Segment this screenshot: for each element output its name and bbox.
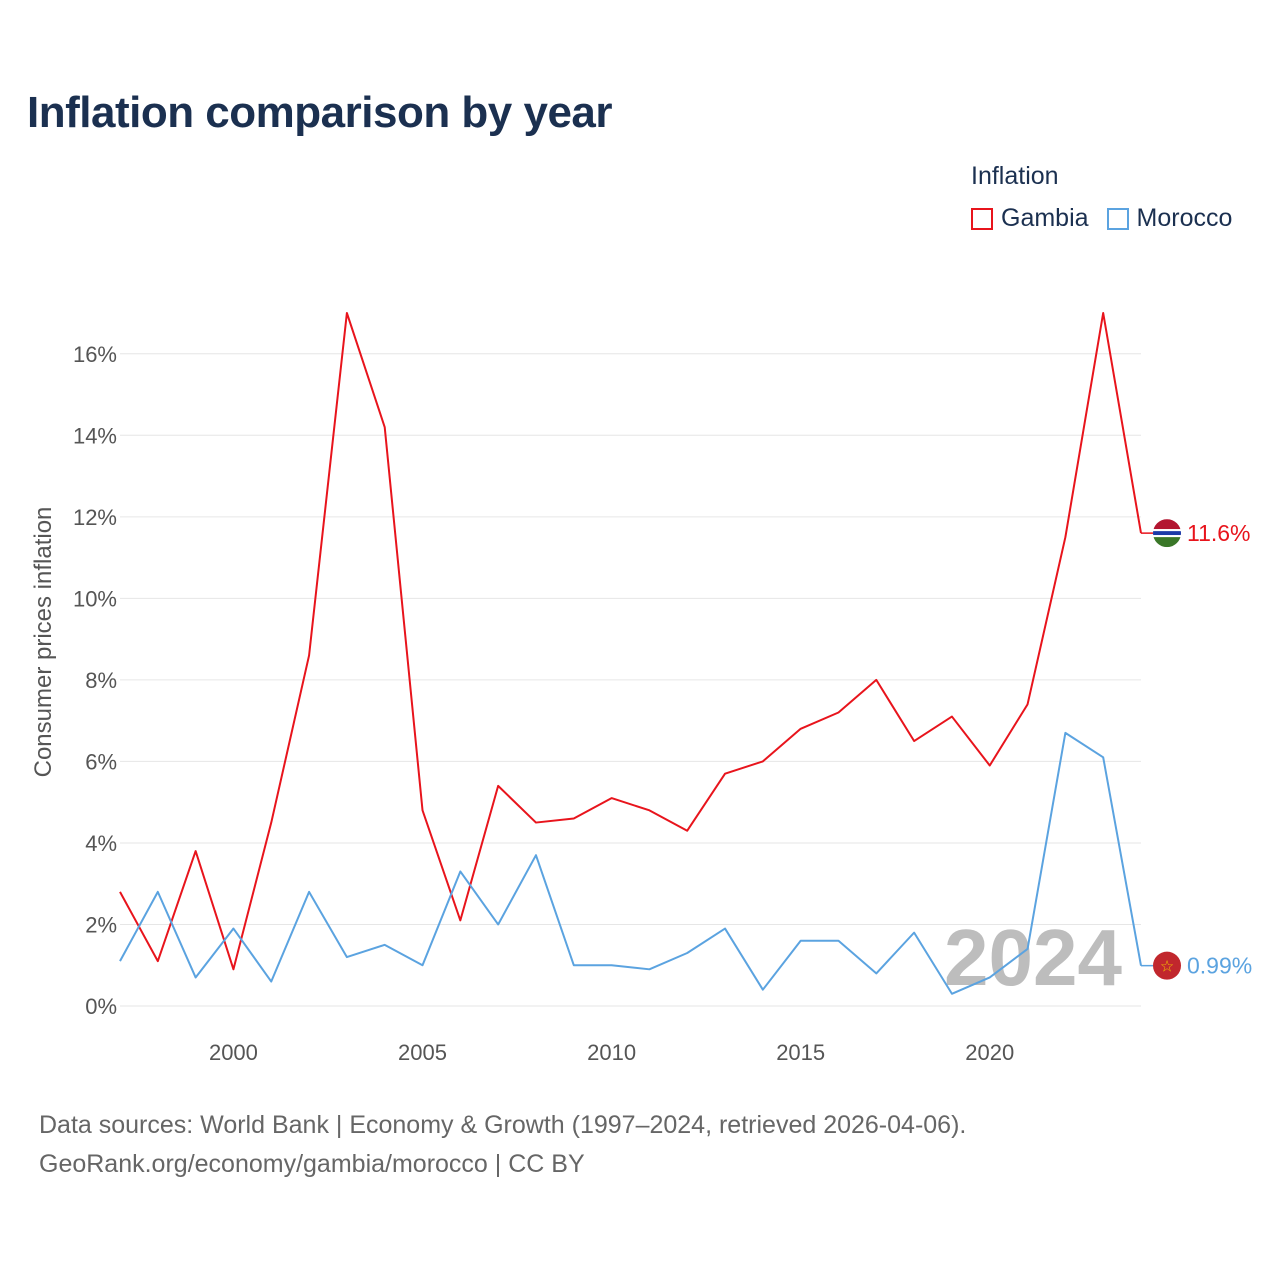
- footer-credit: GeoRank.org/economy/gambia/morocco | CC …: [39, 1150, 585, 1178]
- series-line-gambia[interactable]: [119, 312, 1142, 971]
- flag-morocco-icon: ☆: [1153, 951, 1181, 980]
- legend-swatch-morocco: [1106, 207, 1129, 230]
- y-axis-label: Consumer prices inflation: [30, 507, 57, 778]
- y-tick-label: 12%: [73, 505, 117, 530]
- x-tick-label: 2005: [398, 1040, 447, 1065]
- x-tick-label: 2000: [209, 1040, 258, 1065]
- current-year-watermark: 2024: [944, 913, 1122, 1002]
- footer: Data sources: World Bank | Economy & Gro…: [39, 1106, 966, 1184]
- y-tick-label: 6%: [85, 749, 117, 774]
- legend-title: Inflation: [971, 162, 1059, 190]
- chart-title: Inflation comparison by year: [27, 88, 613, 137]
- flag-gambia-icon: [1153, 519, 1181, 548]
- series-line-morocco[interactable]: [119, 731, 1142, 995]
- series-lines: [119, 312, 1142, 995]
- y-tick-label: 0%: [85, 994, 117, 1019]
- x-tick-label: 2020: [965, 1040, 1014, 1065]
- grid-lines: [120, 353, 1141, 1007]
- legend-label-morocco: Morocco: [1136, 204, 1233, 232]
- y-tick-label: 2%: [85, 912, 117, 937]
- y-tick-label: 10%: [73, 586, 117, 611]
- legend-item-morocco[interactable]: Morocco: [1106, 204, 1233, 233]
- y-tick-label: 4%: [85, 831, 117, 856]
- x-axis-ticks: 2000 2005 2010 2015 2020: [209, 1040, 1014, 1065]
- end-value-label-gambia: 11.6%: [1187, 520, 1251, 546]
- y-tick-label: 8%: [85, 668, 117, 693]
- x-tick-label: 2010: [587, 1040, 636, 1065]
- svg-text:☆: ☆: [1160, 957, 1174, 976]
- legend-item-gambia[interactable]: Gambia: [971, 204, 1089, 233]
- footer-sources: Data sources: World Bank | Economy & Gro…: [39, 1111, 967, 1139]
- end-markers: 11.6% ☆ 0.99%: [1141, 519, 1252, 980]
- legend: Gambia Morocco: [971, 204, 1250, 233]
- legend-label-gambia: Gambia: [1001, 204, 1089, 232]
- y-tick-label: 16%: [73, 342, 117, 367]
- x-tick-label: 2015: [776, 1040, 825, 1065]
- legend-swatch-gambia: [971, 207, 993, 230]
- end-value-label-morocco: 0.99%: [1187, 953, 1252, 979]
- y-axis-ticks: 0% 2% 4% 6% 8% 10% 12% 14% 16%: [73, 342, 117, 1019]
- y-tick-label: 14%: [73, 423, 117, 448]
